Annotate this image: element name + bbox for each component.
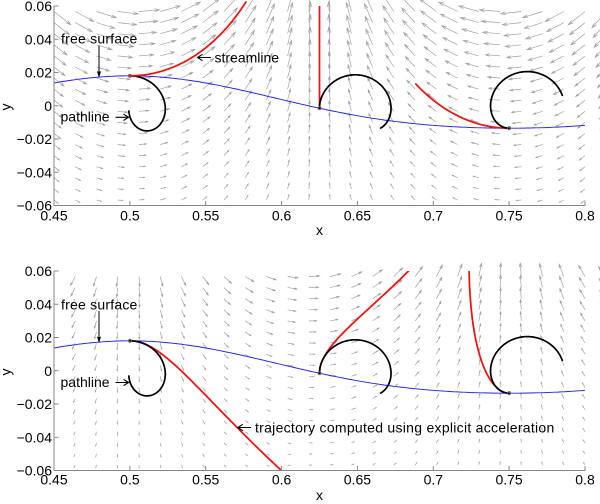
svg-text:0.5: 0.5 [120,472,140,488]
svg-text:0: 0 [44,98,52,114]
svg-text:0.45: 0.45 [40,208,67,224]
svg-text:0.7: 0.7 [424,472,444,488]
svg-text:0.65: 0.65 [344,472,371,488]
svg-text:0.75: 0.75 [495,208,522,224]
svg-text:0.02: 0.02 [25,330,52,346]
svg-text:pathline: pathline [61,374,110,390]
svg-text:y: y [0,369,14,376]
svg-text:0.65: 0.65 [344,208,371,224]
svg-text:0.6: 0.6 [272,472,292,488]
svg-text:0: 0 [44,363,52,379]
svg-text:0.55: 0.55 [192,208,219,224]
svg-text:−0.06: −0.06 [17,198,53,214]
svg-text:−0.06: −0.06 [17,463,53,479]
svg-text:0.06: 0.06 [25,263,52,279]
svg-text:0.04: 0.04 [25,296,52,312]
svg-text:trajectory computed using expl: trajectory computed using explicit accel… [255,420,555,436]
svg-text:streamline: streamline [215,50,280,66]
svg-text:x: x [316,222,323,238]
svg-text:0.02: 0.02 [25,65,52,81]
svg-text:0.06: 0.06 [25,0,52,14]
svg-text:−0.02: −0.02 [17,131,53,147]
svg-text:free surface: free surface [61,31,138,47]
svg-text:0.6: 0.6 [272,208,292,224]
svg-text:0.7: 0.7 [424,208,444,224]
svg-text:0.45: 0.45 [40,472,67,488]
svg-text:x: x [316,487,323,503]
svg-text:0.75: 0.75 [495,472,522,488]
svg-text:0.04: 0.04 [25,31,52,47]
svg-text:pathline: pathline [61,109,110,125]
svg-text:0.8: 0.8 [575,208,595,224]
svg-text:−0.02: −0.02 [17,396,53,412]
svg-text:0.55: 0.55 [192,472,219,488]
svg-text:−0.04: −0.04 [17,429,53,445]
svg-text:0.8: 0.8 [575,472,595,488]
svg-text:free surface: free surface [61,296,138,312]
svg-text:y: y [0,104,14,111]
svg-text:−0.04: −0.04 [17,164,53,180]
svg-text:0.5: 0.5 [120,208,140,224]
